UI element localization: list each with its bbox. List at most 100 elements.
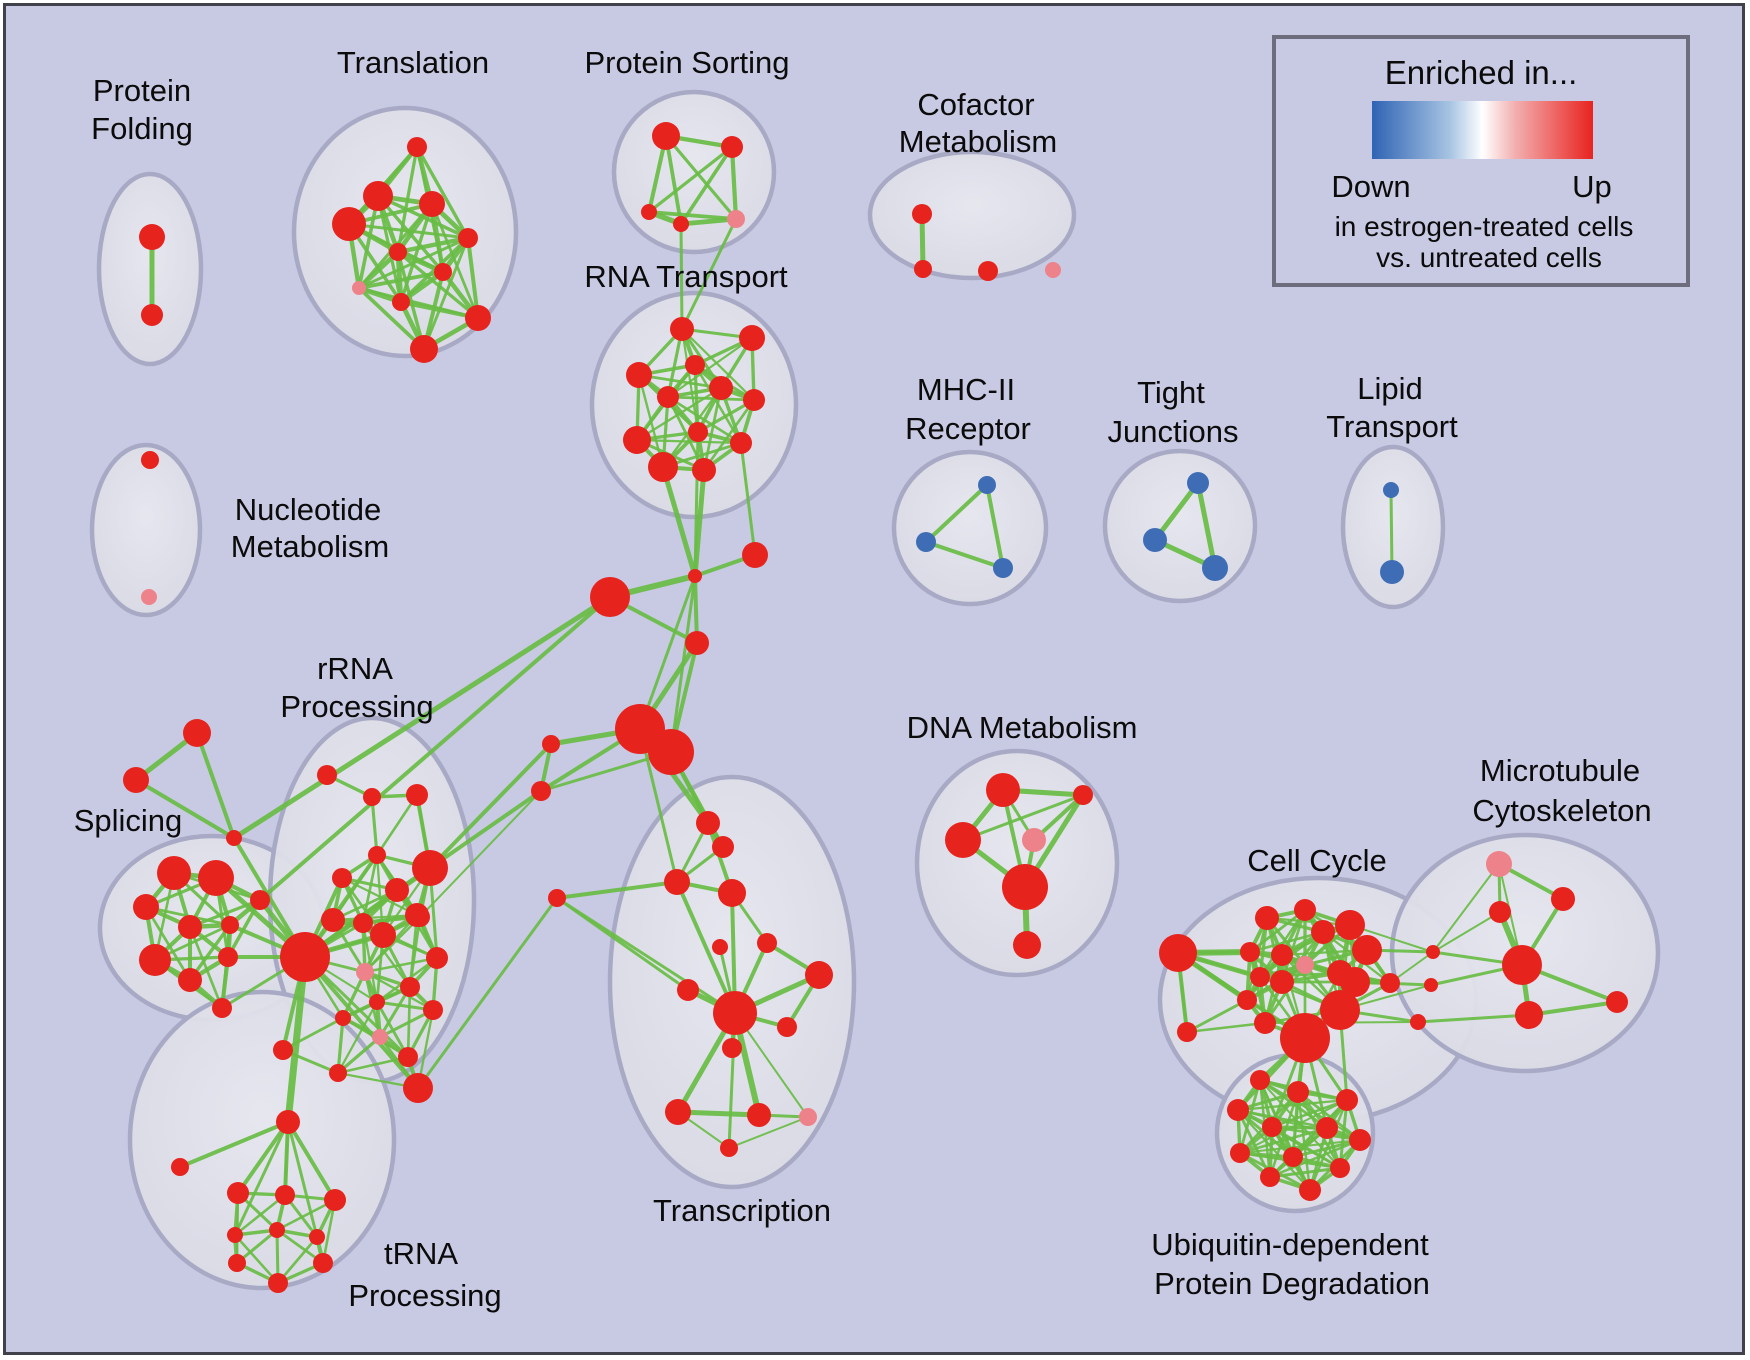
network-node-transcription-up-weak: [799, 1108, 817, 1126]
network-node-trna-processing-up: [227, 1182, 249, 1204]
network-edge-rna-transport: [702, 386, 723, 472]
network-node-microtubule-cytoskeleton-up: [1502, 945, 1542, 985]
network-edge-protein-sorting: [664, 134, 683, 226]
network-edge-ubiquitin-degradation: [1308, 1098, 1349, 1192]
network-node-rna-transport-up: [688, 422, 708, 442]
network-edge-cell-cycle: [1185, 998, 1249, 1034]
network-node-ubiquitin-degradation-up: [1336, 1089, 1358, 1111]
cluster-label-mhc2-receptor: MHC-II: [917, 372, 1015, 407]
network-node-transcription-up: [757, 933, 777, 953]
network-edge-trna-processing: [286, 1120, 337, 1202]
network-node-rrna-processing-up: [368, 846, 386, 864]
network-node-rrna-processing-up: [332, 868, 352, 888]
network-node-transcription-up: [696, 811, 720, 835]
network-node-microtubule-cytoskeleton-up: [1426, 945, 1440, 959]
network-node-connector-chain-up: [688, 569, 702, 583]
network-edge-link: [284, 953, 309, 1126]
network-node-trna-processing-up: [268, 1273, 288, 1293]
network-node-splicing-up: [198, 860, 234, 896]
network-edge-translation: [415, 145, 470, 240]
cluster-ellipse-cofactor-metabolism: [867, 149, 1077, 281]
network-node-microtubule-cytoskeleton-up: [1424, 978, 1438, 992]
cluster-label-nucleotide-metabolism: Metabolism: [231, 529, 390, 564]
network-edge-translation: [357, 286, 426, 351]
network-node-protein-sorting-up-weak: [727, 210, 745, 228]
network-node-rrna-processing-up: [370, 922, 396, 948]
network-edge-ubiquitin-degradation: [1296, 1090, 1312, 1192]
network-edge-protein-sorting: [679, 145, 734, 226]
network-node-ubiquitin-degradation-up: [1227, 1099, 1249, 1121]
cluster-label-rrna-processing: rRNA: [317, 651, 393, 686]
network-edge-splicing: [144, 905, 192, 982]
network-node-rna-transport-up: [692, 458, 716, 482]
network-node-cell-cycle-up: [1380, 973, 1400, 993]
network-node-mhc2-receptor-down: [916, 532, 936, 552]
network-edge-microtubule-cytoskeleton: [1527, 1000, 1619, 1017]
network-edge-translation: [430, 202, 480, 320]
network-node-translation-up: [407, 137, 427, 157]
network-node-cell-cycle-up: [1340, 967, 1370, 997]
network-node-microtubule-cytoskeleton-up: [1515, 1001, 1543, 1029]
network-node-connector-chain-up: [685, 631, 709, 655]
network-edge-trna-processing: [236, 1120, 290, 1195]
network-node-dna-metabolism-up: [1013, 931, 1041, 959]
network-node-ubiquitin-degradation-up: [1299, 1179, 1321, 1201]
network-edge-trna-processing: [233, 1233, 280, 1285]
network-edge-connector-chain: [669, 574, 697, 754]
network-node-rna-transport-up: [709, 376, 733, 400]
cluster-label-lipid-transport: Lipid: [1357, 371, 1423, 406]
network-node-splicing-up: [178, 968, 202, 992]
network-edge-link: [428, 742, 553, 870]
network-edge-link: [178, 1120, 290, 1169]
network-node-rna-transport-up: [685, 355, 705, 375]
network-node-rrna-processing-up: [400, 977, 420, 997]
network-edge-trna-processing: [233, 1193, 287, 1237]
network-edge-cell-cycle: [1248, 930, 1325, 954]
network-edge-rna-transport: [635, 386, 723, 442]
network-edge-microtubule-cytoskeleton: [1432, 911, 1501, 953]
network-node-protein-sorting-up: [641, 204, 657, 220]
network-edge-protein-sorting: [678, 216, 739, 227]
network-edge-translation: [398, 299, 481, 321]
network-node-translation-up: [434, 263, 452, 281]
network-node-ubiquitin-degradation-up: [1330, 1158, 1350, 1178]
network-node-splicing-up: [178, 915, 202, 939]
network-edge-translation: [395, 235, 471, 255]
network-edge-ubiquitin-degradation: [1270, 1125, 1362, 1142]
network-edge-protein-sorting: [664, 134, 738, 221]
network-node-transcription-up: [722, 1038, 742, 1058]
network-node-transcription-up: [718, 879, 746, 907]
network-node-transcription-up: [665, 1099, 691, 1125]
network-edge-link: [231, 594, 613, 841]
network-node-splicing-up: [250, 890, 270, 910]
cluster-label-nucleotide-metabolism: Nucleotide: [235, 492, 381, 527]
network-edge-ubiquitin-degradation: [1270, 1098, 1349, 1129]
network-node-transcription-up: [747, 1103, 771, 1127]
network-node-rna-transport-up: [739, 325, 765, 351]
network-node-lipid-transport-down: [1380, 560, 1404, 584]
legend: Enriched in... Down Up in estrogen-treated …: [1272, 35, 1690, 287]
network-edge-link: [679, 222, 684, 331]
network-node-cell-cycle-up: [1240, 942, 1260, 962]
network-node-rrna-processing-up: [403, 1073, 433, 1103]
network-edge-dna-metabolism: [961, 793, 1085, 842]
network-node-splicing-up: [218, 947, 238, 967]
network-edge-ubiquitin-degradation: [1238, 1126, 1329, 1155]
network-edge-protein-sorting: [647, 210, 738, 221]
network-node-rna-transport-up: [623, 426, 651, 454]
network-node-rrna-processing-up-weak: [372, 1029, 388, 1045]
network-edge-cell-cycle: [1185, 1021, 1267, 1034]
network-node-transcription-up: [805, 961, 833, 989]
network-node-splicing-up: [157, 856, 191, 890]
cluster-label-protein-folding: Protein: [93, 73, 191, 108]
network-node-cofactor-metabolism-up-weak: [1045, 262, 1061, 278]
network-node-protein-sorting-up: [652, 122, 680, 150]
network-edge-link: [419, 790, 542, 918]
cluster-label-translation: Translation: [337, 45, 489, 80]
network-node-rrna-processing-up: [329, 1064, 347, 1082]
network-node-ubiquitin-degradation-up: [1349, 1129, 1371, 1151]
network-node-splicing-satellite-up: [183, 719, 211, 747]
network-edge-rrna-processing: [336, 1000, 379, 1075]
network-node-cell-cycle-up: [1294, 899, 1316, 921]
